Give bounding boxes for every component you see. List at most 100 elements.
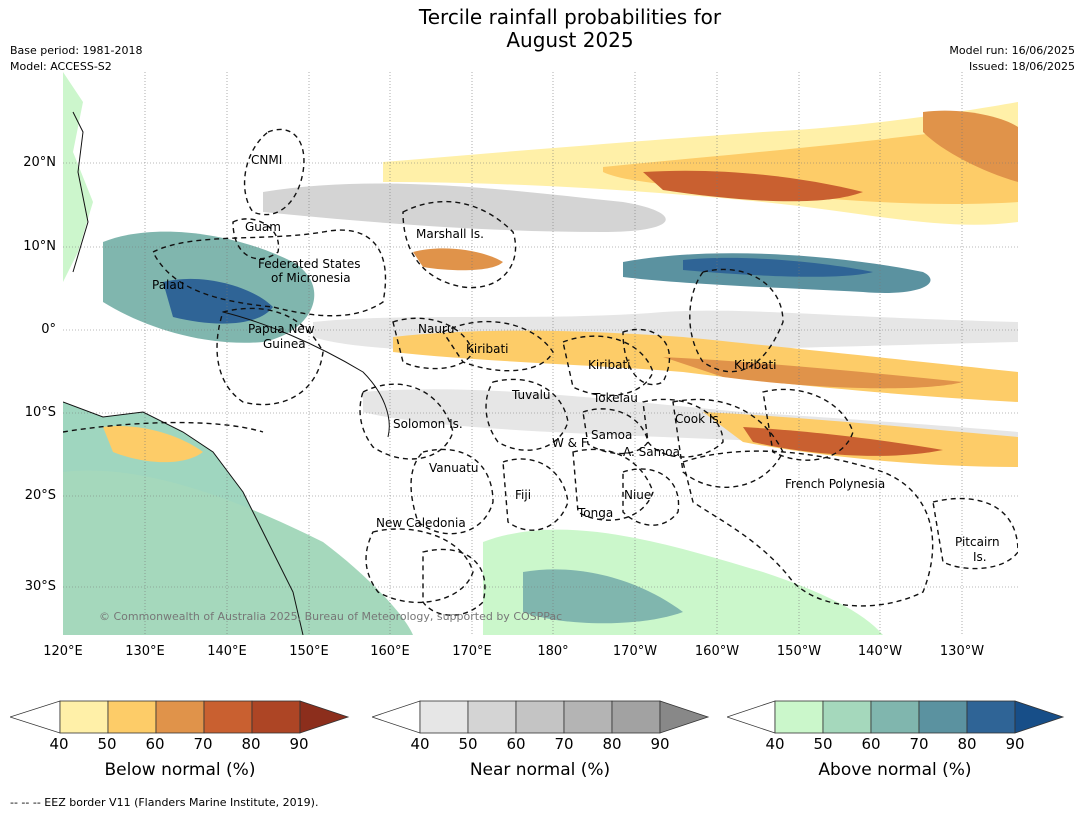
above-tick: 40	[765, 735, 785, 753]
label-pitcairn-2: Is.	[973, 550, 987, 564]
label-french-polynesia: French Polynesia	[785, 477, 885, 491]
near-colorbar	[372, 700, 710, 734]
label-fsm-1: Federated States	[258, 257, 360, 271]
above-swatch	[870, 700, 920, 734]
above-tick: 80	[957, 735, 977, 753]
model-text: Model: ACCESS-S2	[10, 60, 112, 73]
label-fiji: Fiji	[515, 488, 531, 502]
below-normal-label: Below normal (%)	[104, 760, 256, 780]
above-south	[63, 470, 413, 635]
gridlines	[63, 72, 1018, 635]
near-tick: 80	[602, 735, 622, 753]
label-kiribati-2: Kiribati	[588, 358, 630, 372]
x-tick: 160°W	[694, 644, 740, 659]
run-issued-info: Model run: 16/06/2025 Issued: 18/06/2025	[949, 43, 1075, 75]
below-tick: 60	[145, 735, 165, 753]
above-tick: 50	[813, 735, 833, 753]
near-tick: 40	[410, 735, 430, 753]
below-band-equatorial-core	[663, 357, 963, 389]
x-tick: 160°E	[370, 644, 410, 659]
label-solomon: Solomon Is.	[393, 417, 463, 431]
above-band-core	[683, 257, 873, 277]
above-tick: 60	[861, 735, 881, 753]
base-period-text: Base period: 1981-2018	[10, 44, 143, 57]
near-tick: 50	[458, 735, 478, 753]
label-png-1: Papua New	[248, 322, 315, 336]
above-swatch	[966, 700, 1016, 734]
map-canvas: CNMI Guam Marshall Is. Federated States …	[63, 72, 1018, 635]
above-swatch	[918, 700, 968, 734]
x-tick: 170°E	[452, 644, 492, 659]
below-band-north-core	[643, 170, 863, 202]
map-title: Tercile rainfall probabilities for Augus…	[0, 6, 1085, 52]
below-swatch	[107, 700, 157, 734]
x-tick: 140°E	[207, 644, 247, 659]
x-tick: 130°W	[939, 644, 985, 659]
above-swatch	[774, 700, 824, 734]
label-niue: Niue	[624, 488, 651, 502]
label-vanuatu: Vanuatu	[429, 461, 479, 475]
below-patch-nauru	[413, 248, 503, 271]
label-asamoa: A. Samoa	[623, 445, 680, 459]
below-band-north-east	[923, 110, 1018, 182]
label-fsm-2: of Micronesia	[271, 271, 351, 285]
below-tick: 80	[241, 735, 261, 753]
label-tonga: Tonga	[577, 506, 613, 520]
near-swatch	[563, 700, 613, 734]
near-tick: 70	[554, 735, 574, 753]
above-southeast-core	[523, 569, 683, 624]
y-tick: 30°S	[24, 579, 56, 594]
above-swatch	[822, 700, 872, 734]
label-nauru: Nauru	[418, 322, 454, 336]
near-tick: 90	[650, 735, 670, 753]
near-swatch	[419, 700, 469, 734]
base-model-info: Base period: 1981-2018 Model: ACCESS-S2	[10, 43, 142, 75]
label-cnmi: CNMI	[251, 153, 282, 167]
label-tokelau: Tokelau	[592, 391, 638, 405]
below-band-south-core	[743, 427, 943, 456]
above-normal-label: Above normal (%)	[818, 760, 972, 780]
label-png-2: Guinea	[263, 337, 306, 351]
probability-map: CNMI Guam Marshall Is. Federated States …	[63, 72, 1018, 635]
near-band-north	[263, 183, 666, 232]
label-wf: W & F	[552, 436, 588, 450]
near-swatch	[515, 700, 565, 734]
label-samoa: Samoa	[591, 428, 632, 442]
below-tick: 40	[49, 735, 69, 753]
near-normal-label: Near normal (%)	[469, 760, 611, 780]
y-tick: 20°N	[23, 155, 56, 170]
model-run-text: Model run: 16/06/2025	[949, 44, 1075, 57]
below-swatch	[59, 700, 109, 734]
above-patch-west-core	[163, 278, 273, 324]
x-tick: 150°W	[776, 644, 822, 659]
x-tick: 120°E	[43, 644, 83, 659]
below-tick: 70	[193, 735, 213, 753]
near-swatch	[467, 700, 517, 734]
y-tick: 20°S	[24, 488, 56, 503]
x-tick: 150°E	[289, 644, 329, 659]
label-kiribati-1: Kiribati	[466, 342, 508, 356]
below-colorbar	[10, 700, 350, 734]
title-line-1: Tercile rainfall probabilities for	[418, 5, 722, 29]
eez-borders	[63, 128, 1018, 616]
x-tick: 170°W	[612, 644, 658, 659]
above-tick: 90	[1005, 735, 1025, 753]
below-tick: 50	[97, 735, 117, 753]
label-palau: Palau	[152, 278, 184, 292]
title-line-2: August 2025	[506, 28, 634, 52]
y-tick: 10°S	[24, 405, 56, 420]
x-tick: 140°W	[857, 644, 903, 659]
coastlines	[63, 111, 390, 635]
copyright-text: © Commonwealth of Australia 2025, Bureau…	[99, 610, 562, 623]
above-tick: 70	[909, 735, 929, 753]
label-kiribati-3: Kiribati	[734, 358, 776, 372]
label-pitcairn-1: Pitcairn	[955, 535, 1000, 549]
y-tick: 10°N	[23, 239, 56, 254]
label-marshall: Marshall Is.	[416, 227, 484, 241]
near-tick: 60	[506, 735, 526, 753]
label-guam: Guam	[245, 220, 281, 234]
below-swatch	[251, 700, 301, 734]
below-tick: 90	[289, 735, 309, 753]
near-swatch	[611, 700, 661, 734]
below-swatch	[155, 700, 205, 734]
